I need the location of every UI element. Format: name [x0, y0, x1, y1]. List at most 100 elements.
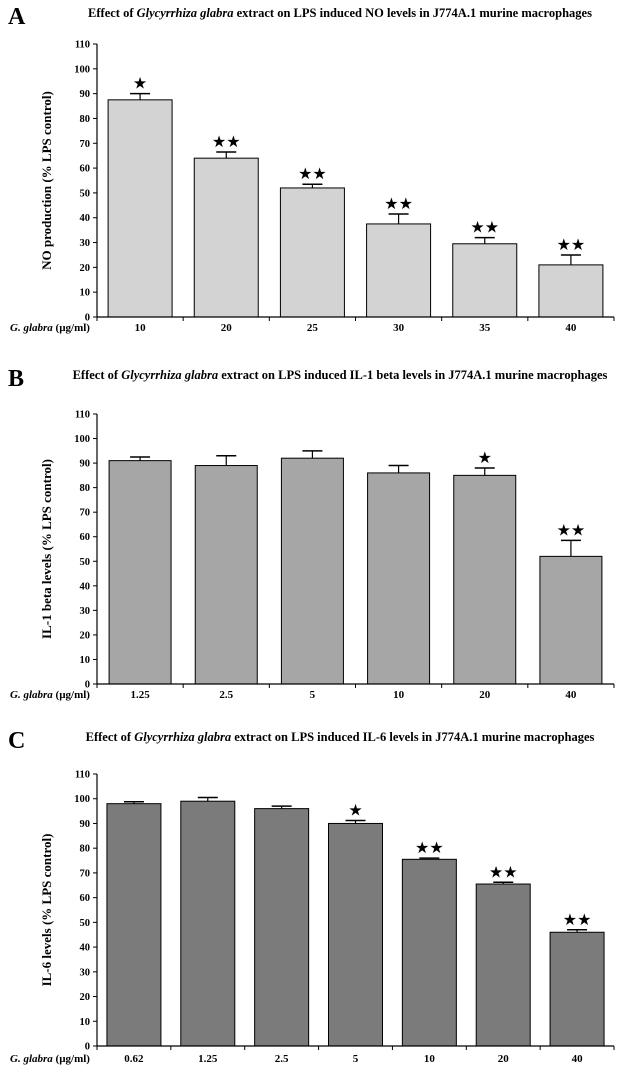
bar	[108, 460, 172, 685]
y-tick-label: 70	[80, 139, 91, 150]
bar	[538, 264, 604, 318]
panel-a: A Effect of Glycyrrhiza glabra extract o…	[0, 0, 626, 345]
x-tick-label: 10	[424, 1053, 436, 1065]
x-tick-label: 2.5	[219, 689, 233, 701]
panel-letter: B	[8, 366, 25, 392]
significance-marker: ★★	[470, 220, 499, 237]
bar	[107, 99, 173, 318]
significance-marker: ★★	[557, 522, 586, 539]
y-axis-label: NO production (% LPS control)	[39, 91, 54, 270]
y-tick-label: 50	[80, 918, 91, 929]
panel-c: C Effect of Glycyrrhiza glabra extract o…	[0, 724, 626, 1077]
y-tick-label: 40	[80, 213, 91, 224]
bar	[180, 800, 236, 1047]
y-tick-label: 100	[74, 434, 90, 445]
significance-marker: ★	[348, 802, 362, 819]
y-axis-label: IL-1 beta levels (% LPS control)	[39, 459, 54, 639]
bar	[475, 883, 531, 1047]
x-tick-label: 25	[307, 322, 319, 334]
significance-marker: ★	[133, 76, 147, 93]
y-tick-label: 60	[80, 164, 91, 175]
y-tick-label: 110	[75, 410, 90, 421]
y-tick-label: 30	[80, 967, 91, 978]
y-tick-label: 20	[80, 992, 91, 1003]
y-tick-label: 30	[80, 606, 91, 617]
chart-svg: IL-6 levels (% LPS control) 0 10 20 30 40 50 60…	[10, 770, 615, 1065]
bar	[328, 822, 383, 1047]
bar	[279, 187, 345, 318]
chart-svg: IL-1 beta levels (% LPS control) 0 10 20 30 4…	[10, 410, 615, 701]
bar	[549, 931, 605, 1047]
x-tick-label: 20	[221, 322, 233, 334]
y-tick-label: 110	[75, 40, 90, 51]
x-axis-label-unit: (µg/ml)	[53, 322, 91, 334]
x-tick-label: 5	[353, 1053, 359, 1065]
y-tick-label: 90	[80, 89, 91, 100]
significance-marker: ★★	[212, 134, 241, 151]
chart-title: Effect of Glycyrrhiza glabra extract on …	[85, 730, 595, 744]
x-tick-label: 1.25	[198, 1053, 218, 1065]
significance-marker: ★★	[298, 166, 327, 183]
x-axis-label-species: G. glabra	[10, 322, 53, 334]
significance-marker: ★★	[557, 237, 586, 254]
bar	[280, 457, 344, 685]
x-axis-label: G. glabra (µg/ml)	[10, 322, 90, 334]
bar	[194, 465, 258, 685]
significance-marker: ★★	[384, 196, 413, 213]
y-tick-label: 0	[85, 1042, 90, 1053]
x-axis-label-unit: (µg/ml)	[53, 689, 91, 701]
x-tick-label: 2.5	[275, 1053, 289, 1065]
y-tick-label: 50	[80, 557, 91, 568]
x-tick-label: 30	[393, 322, 405, 334]
y-tick-label: 110	[75, 770, 90, 781]
y-tick-label: 0	[85, 313, 90, 324]
significance-marker: ★★	[489, 864, 518, 881]
y-tick-label: 20	[80, 630, 91, 641]
y-tick-label: 70	[80, 868, 91, 879]
y-tick-label: 90	[80, 459, 91, 470]
y-axis-label: IL-6 levels (% LPS control)	[39, 834, 54, 987]
significance-marker: ★	[478, 450, 492, 467]
chart-title: Effect of Glycyrrhiza glabra extract on …	[72, 368, 608, 382]
x-tick-label: 40	[572, 1053, 584, 1065]
x-axis-label-species: G. glabra	[10, 1053, 53, 1065]
bar	[452, 243, 518, 318]
significance-marker: ★★	[415, 840, 444, 857]
x-tick-label: 40	[565, 322, 577, 334]
bar	[193, 157, 259, 318]
bar	[254, 808, 310, 1047]
x-axis-label: G. glabra (µg/ml)	[10, 1053, 90, 1065]
chart-svg: NO production (% LPS control) 0 10 20 30 40 50…	[10, 40, 615, 334]
bar	[367, 472, 431, 685]
y-tick-label: 10	[80, 1017, 91, 1028]
panel-letter: C	[8, 728, 26, 754]
x-tick-label: 35	[479, 322, 491, 334]
y-tick-label: 60	[80, 893, 91, 904]
panel-letter: A	[8, 4, 26, 30]
bar	[401, 858, 457, 1047]
x-axis-label-species: G. glabra	[10, 689, 53, 701]
y-tick-label: 80	[80, 844, 91, 855]
y-tick-label: 40	[80, 581, 91, 592]
x-tick-label: 0.62	[124, 1053, 144, 1065]
y-tick-label: 70	[80, 508, 91, 519]
x-tick-label: 10	[393, 689, 405, 701]
y-tick-label: 10	[80, 288, 91, 299]
y-tick-label: 100	[74, 64, 90, 75]
bar	[366, 223, 432, 318]
x-tick-label: 20	[479, 689, 491, 701]
y-tick-label: 50	[80, 188, 91, 199]
y-tick-label: 60	[80, 532, 91, 543]
y-tick-label: 20	[80, 263, 91, 274]
y-tick-label: 10	[80, 655, 91, 666]
y-tick-label: 100	[74, 794, 90, 805]
x-axis-label: G. glabra (µg/ml)	[10, 689, 90, 701]
x-tick-label: 20	[498, 1053, 510, 1065]
x-tick-label: 5	[310, 689, 316, 701]
y-tick-label: 90	[80, 819, 91, 830]
y-tick-label: 80	[80, 114, 91, 125]
bar	[453, 474, 517, 685]
y-tick-label: 80	[80, 483, 91, 494]
x-tick-label: 1.25	[130, 689, 150, 701]
y-tick-label: 40	[80, 943, 91, 954]
